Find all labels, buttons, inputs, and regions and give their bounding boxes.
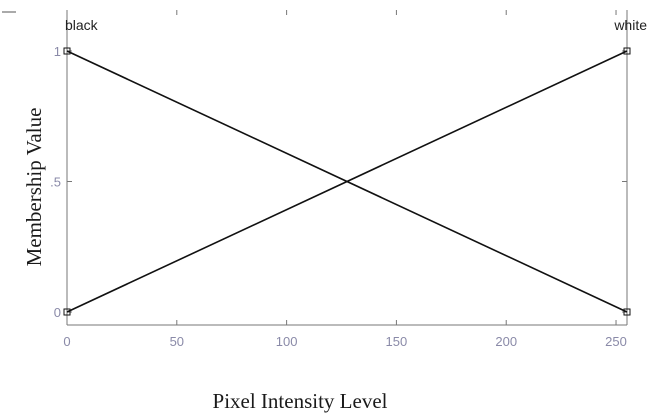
x-tick-label: 100 — [276, 334, 298, 349]
series-endpoint-marker — [63, 308, 71, 316]
x-tick-label: 200 — [495, 334, 517, 349]
series-endpoint-marker — [623, 47, 631, 55]
series-labels: black white — [65, 17, 647, 33]
y-tick-label: 1 — [54, 44, 61, 59]
y-axis-title: Membership Value — [22, 108, 46, 267]
series-line-white — [66, 50, 628, 313]
series-lines — [63, 47, 631, 316]
x-tick-label: 0 — [63, 334, 70, 349]
axis-ticks: 0 50 100 150 200 250 0 .5 1 — [50, 10, 627, 349]
plot-frame — [66, 10, 628, 326]
y-tick-label: .5 — [50, 175, 61, 190]
x-tick-label: 250 — [605, 334, 627, 349]
x-tick-label: 50 — [170, 334, 184, 349]
series-label-white: white — [613, 17, 647, 33]
series-endpoint-marker — [623, 308, 631, 316]
series-endpoint-marker — [63, 47, 71, 55]
x-tick-label: 150 — [386, 334, 408, 349]
x-axis-title: Pixel Intensity Level — [213, 389, 388, 413]
series-label-black: black — [65, 17, 99, 33]
y-tick-label: 0 — [54, 305, 61, 320]
